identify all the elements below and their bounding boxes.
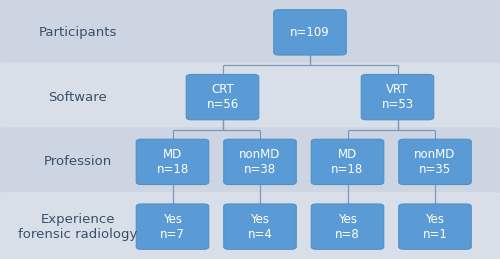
FancyBboxPatch shape — [399, 139, 471, 184]
Text: Participants: Participants — [38, 26, 117, 39]
FancyBboxPatch shape — [186, 75, 259, 120]
FancyBboxPatch shape — [224, 139, 296, 184]
FancyBboxPatch shape — [224, 204, 296, 249]
FancyBboxPatch shape — [0, 62, 500, 132]
Text: CRT
n=56: CRT n=56 — [206, 83, 238, 111]
Text: MD
n=18: MD n=18 — [332, 148, 364, 176]
Text: Yes
n=7: Yes n=7 — [160, 213, 185, 241]
FancyBboxPatch shape — [0, 192, 500, 259]
FancyBboxPatch shape — [274, 10, 346, 55]
Text: VRT
n=53: VRT n=53 — [382, 83, 414, 111]
FancyBboxPatch shape — [311, 204, 384, 249]
Text: Experience
forensic radiology: Experience forensic radiology — [18, 213, 137, 241]
Text: Yes
n=1: Yes n=1 — [422, 213, 448, 241]
FancyBboxPatch shape — [136, 204, 209, 249]
Text: nonMD
n=38: nonMD n=38 — [240, 148, 281, 176]
Text: n=109: n=109 — [290, 26, 330, 39]
Text: nonMD
n=35: nonMD n=35 — [414, 148, 456, 176]
Text: Yes
n=8: Yes n=8 — [335, 213, 360, 241]
Text: Profession: Profession — [44, 155, 112, 168]
FancyBboxPatch shape — [0, 0, 500, 67]
Text: Yes
n=4: Yes n=4 — [248, 213, 272, 241]
FancyBboxPatch shape — [361, 75, 434, 120]
FancyBboxPatch shape — [136, 139, 209, 184]
FancyBboxPatch shape — [399, 204, 471, 249]
FancyBboxPatch shape — [0, 127, 500, 197]
Text: Software: Software — [48, 91, 107, 104]
FancyBboxPatch shape — [311, 139, 384, 184]
Text: MD
n=18: MD n=18 — [156, 148, 188, 176]
